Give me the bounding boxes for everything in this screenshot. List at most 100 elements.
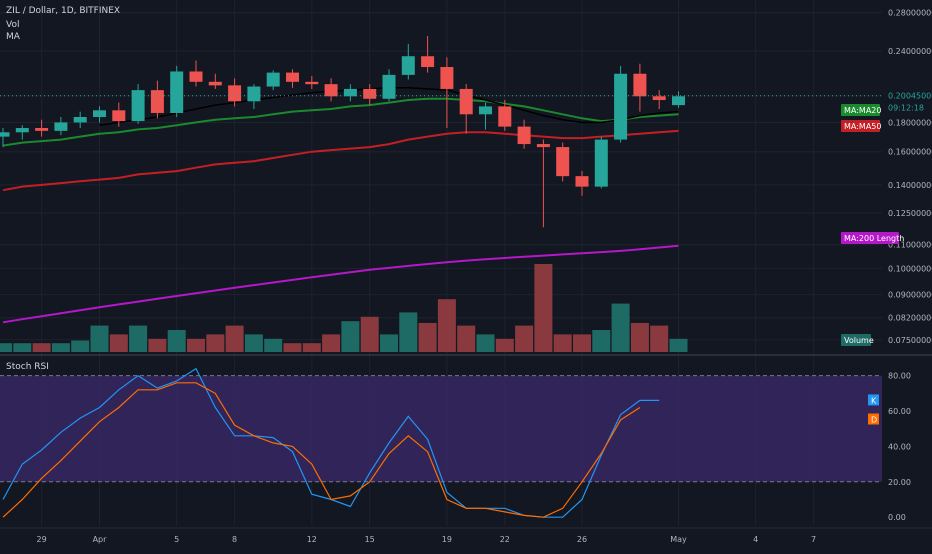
candle-body [0,132,10,137]
vol-indicator-label: Vol [6,20,20,30]
volume-bar [360,316,379,352]
volume-bar [51,343,70,352]
price-tick-label: 0.14000000 [888,181,932,190]
candle-body [479,106,492,115]
time-tick-label: 26 [577,535,587,544]
volume-badge-bg [841,334,871,346]
countdown-label: 09:12:18 [888,104,924,113]
stoch-tick-label: 20.00 [888,478,911,487]
time-tick-label: 5 [174,535,179,544]
candle-body [382,74,396,99]
time-tick-label: 22 [500,535,510,544]
volume-bar [341,321,360,352]
price-tick-label: 0.18000000 [888,118,932,127]
candle-body [440,67,454,89]
volume-bar [187,338,205,352]
candle-body [343,88,357,97]
stoch-tick-label: 40.00 [888,442,911,451]
volume-bar [302,343,321,352]
volume-bar [592,330,611,352]
ma50-badge: MA:MA50 [844,122,881,131]
volume-bar [148,338,167,352]
volume-bar [669,338,688,352]
price-tick-label: 0.12500000 [888,209,932,218]
volume-bar [495,338,514,352]
stoch-tick-label: 80.00 [888,372,911,381]
volume-bar [206,334,225,352]
candle-body [73,116,87,123]
candle-body [575,176,589,187]
volume-bar [109,334,128,352]
price-tick-label: 0.16000000 [888,148,932,157]
volume-bar [71,340,90,352]
price-tick-label: 0.08200000 [888,314,932,323]
candle-body [556,147,570,177]
volume-badge: Volume [844,336,874,345]
volume-bar [630,322,649,352]
price-tick-label: 0.11000000 [888,241,932,250]
volume-bar [264,338,283,352]
candle-body [324,84,338,97]
volume-bar [244,334,263,352]
symbol-title: ZIL / Dollar, 1D, BITFINEX [6,6,121,16]
candle-body [131,90,145,122]
volume-bar [553,334,572,352]
volume-bar [437,299,456,352]
stoch-d-badge-bg [868,413,879,425]
candle-body [266,72,280,87]
price-tick-label: 0.10000000 [888,264,932,273]
candle-body [170,71,184,113]
candle-body [594,139,608,187]
volume-bar [457,325,476,352]
candle-body [208,81,222,86]
last-price-label: 0.20045000 [888,92,932,101]
candle-body [54,122,68,131]
volume-bar [534,264,553,352]
time-tick-label: 19 [442,535,452,544]
volume-bar [225,325,244,352]
volume-bar [515,325,534,352]
time-tick-label: May [670,535,687,544]
stoch-rsi-label: Stoch RSI [6,362,49,372]
candle-body [652,96,666,101]
ma200-badge-bg [841,232,899,244]
candle-body [228,85,242,102]
candle-body [247,86,261,102]
volume-bar [418,322,437,352]
time-tick-label: 29 [37,535,47,544]
ma200-badge: MA:200 Length [844,234,904,243]
volume-bar [90,325,109,352]
time-tick-label: 12 [307,535,317,544]
stoch-d-line [2,382,641,518]
candle-body [305,81,319,85]
ma20-line [2,97,679,147]
candle-body [363,88,377,99]
last-price-label-bg [883,89,932,102]
candle-body [401,56,415,75]
volume-bar [283,343,302,352]
volume-bar [167,330,186,352]
ma200-line [2,244,679,324]
volume-bar [0,343,12,352]
ma50-line [2,129,679,192]
ma50-badge-bg [841,120,880,132]
price-tick-label: 0.28000000 [888,9,932,18]
time-tick-label: Apr [93,535,108,544]
volume-bar [573,334,591,352]
candle-body [459,88,473,115]
time-tick-label: 7 [811,535,816,544]
volume-bar [611,303,630,352]
candle-body [35,128,49,131]
volume-bar [129,325,148,352]
price-tick-label: 0.07500000 [888,336,932,345]
volume-bar [399,312,418,352]
candle-body [517,126,531,145]
stoch-k-badge-bg [868,394,879,406]
volume-bar [476,334,495,352]
volume-bar [322,334,341,352]
stoch-rsi-band [0,375,882,482]
stoch-d-badge: D [871,416,877,425]
candle-body [112,110,126,122]
